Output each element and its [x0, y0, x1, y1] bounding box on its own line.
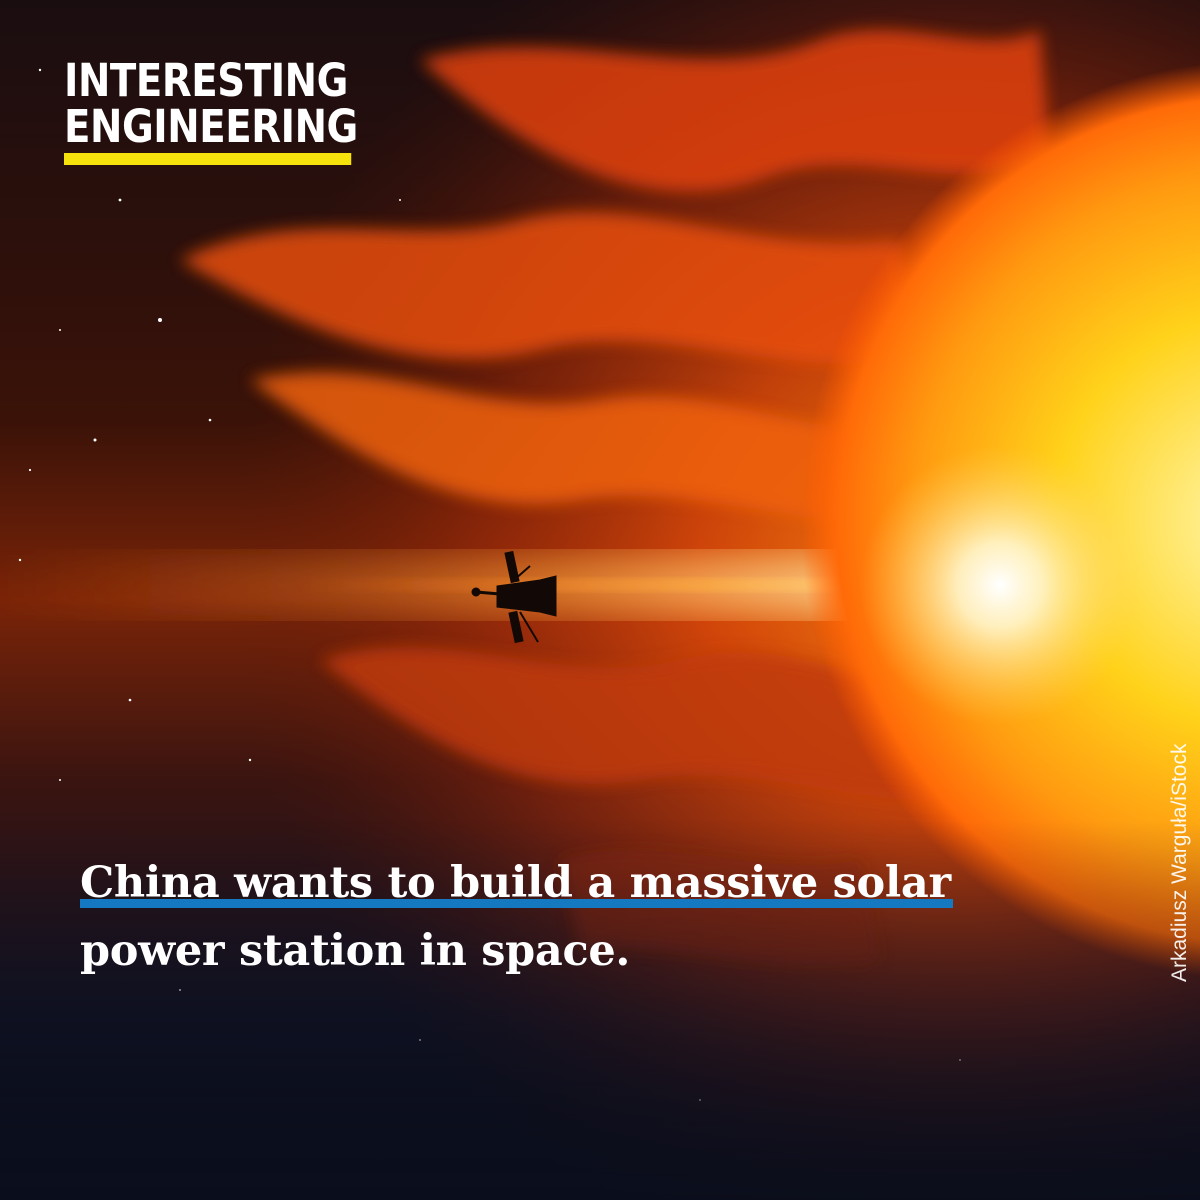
- sun-glare: [860, 445, 1140, 725]
- logo-accent-bar: [64, 153, 352, 165]
- headline-line-1: China wants to build a massive solar: [80, 858, 953, 908]
- headline: China wants to build a massive solar pow…: [80, 848, 1040, 986]
- headline-line-2: power station in space.: [80, 926, 631, 976]
- stars: [18, 68, 961, 1102]
- logo-line-1: INTERESTING: [64, 54, 348, 107]
- space-probe-silhouette: [471, 550, 557, 644]
- photo-credit: Arkadiusz Warguła/iStock: [1168, 743, 1191, 982]
- interesting-engineering-logo: INTERESTING ENGINEERING: [64, 58, 358, 165]
- logo-line-2: ENGINEERING: [64, 100, 358, 153]
